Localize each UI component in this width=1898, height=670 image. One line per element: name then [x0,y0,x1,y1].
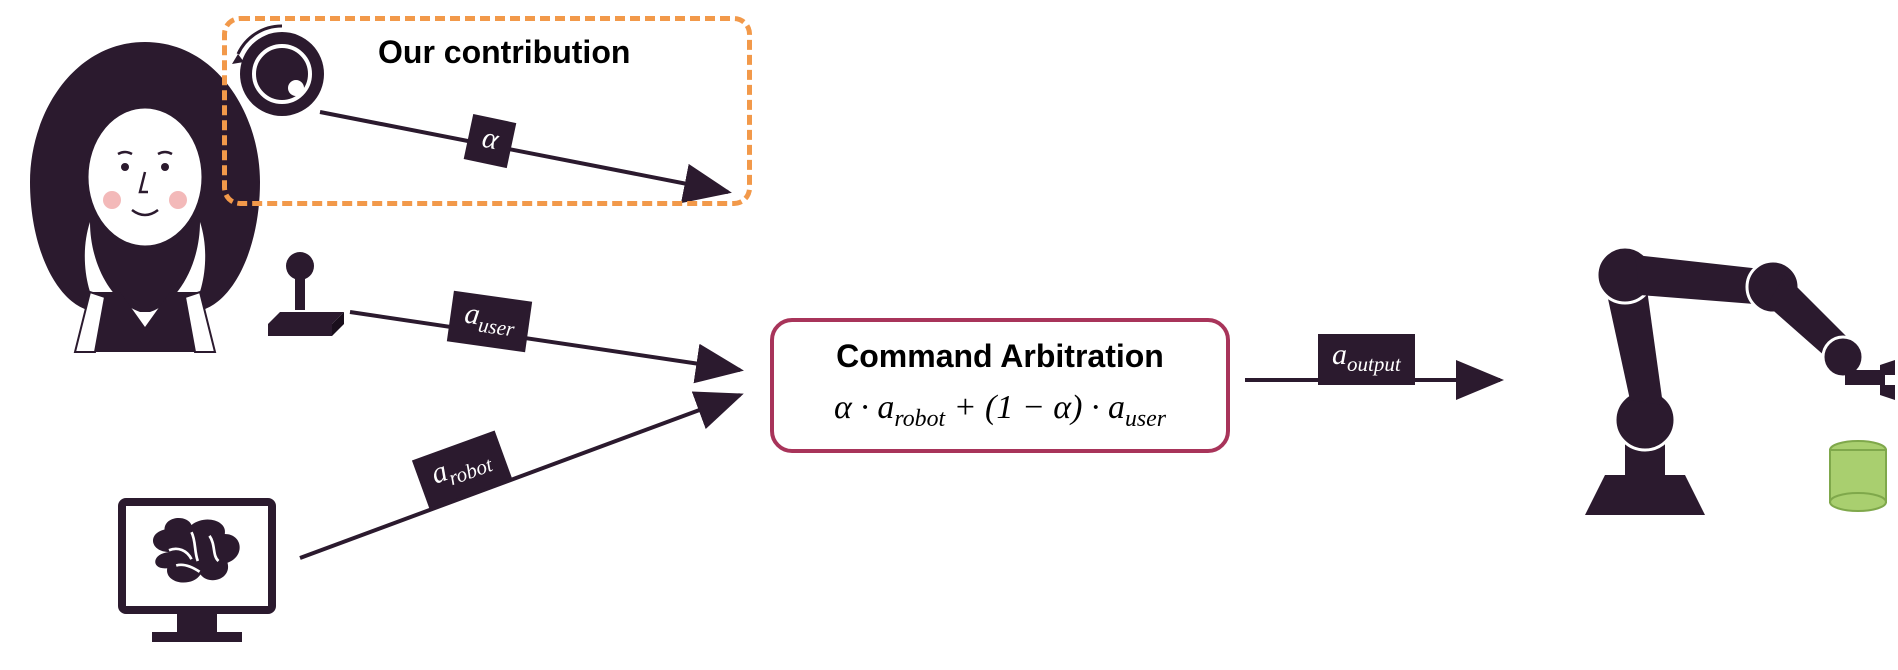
label-alpha: α [464,114,516,168]
arrow-robot [300,395,740,558]
arrow-user [350,312,740,370]
computer-brain-icon [122,502,272,642]
formula-part-0: α · a [834,389,894,426]
diagram-canvas: Our contribution Command Arbitration α ·… [0,0,1898,670]
contribution-label: Our contribution [378,34,630,71]
arbitration-title: Command Arbitration [804,338,1196,375]
formula-part-1: robot [894,406,945,432]
arbitration-box: Command Arbitration α · arobot + (1 − α)… [770,318,1230,453]
label-a-output: aoutput [1318,334,1415,385]
label-a-user: auser [447,291,532,353]
cup-icon [1830,441,1886,511]
formula-part-3: user [1125,406,1166,432]
formula-part-2: + (1 − α) · a [945,389,1125,426]
arbitration-formula: α · arobot + (1 − α) · auser [804,389,1196,433]
joystick-icon [268,252,344,336]
